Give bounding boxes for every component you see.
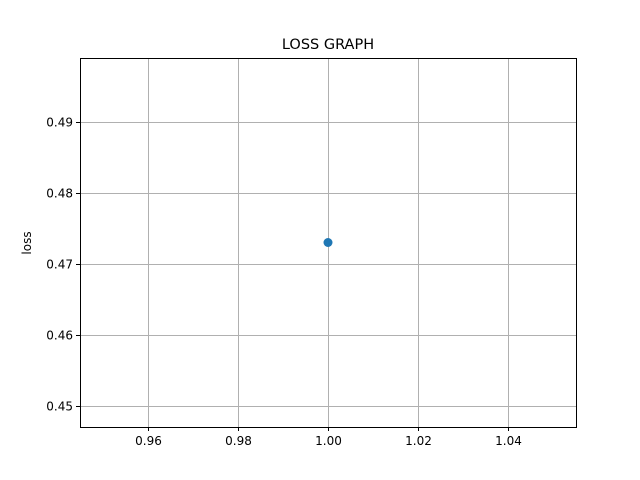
x-tick-label: 1.00 — [315, 434, 342, 448]
y-tick-label: 0.46 — [46, 329, 73, 343]
y-axis-label: loss — [20, 231, 34, 254]
y-tick-label: 0.49 — [46, 116, 73, 130]
x-tick-label: 1.02 — [405, 434, 432, 448]
data-point — [323, 238, 333, 247]
ticks: 0.96 0.98 1.00 1.02 1.04 0.45 0.46 0.47 0.48 0.49 — [46, 116, 522, 449]
x-tick-label: 0.96 — [135, 434, 162, 448]
plot-frame — [80, 58, 577, 428]
x-tick-label: 0.98 — [225, 434, 252, 448]
y-tick-label: 0.48 — [46, 187, 73, 201]
y-tick-label: 0.47 — [46, 258, 73, 272]
x-tick-label: 1.04 — [495, 434, 522, 448]
y-tick-label: 0.45 — [46, 400, 73, 414]
chart-title: LOSS GRAPH — [282, 37, 374, 53]
data-points — [323, 238, 333, 247]
grid — [80, 58, 576, 427]
